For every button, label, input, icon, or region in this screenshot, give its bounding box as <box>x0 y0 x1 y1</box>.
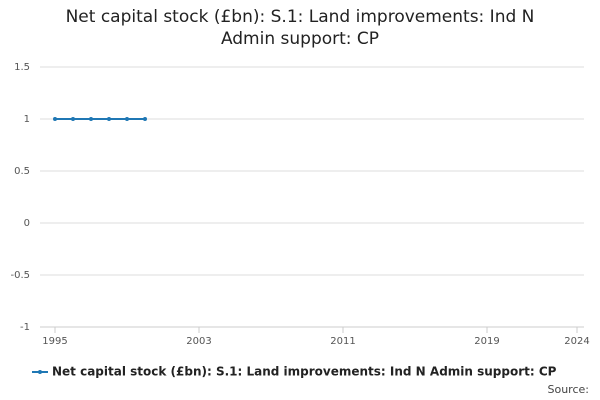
y-tick-label: 1 <box>24 114 30 125</box>
y-tick-label: 0.5 <box>14 166 30 177</box>
chart-title: Net capital stock (£bn): S.1: Land impro… <box>65 7 535 49</box>
legend-label: Net capital stock (£bn): S.1: Land impro… <box>52 365 557 379</box>
y-tick-label: -0.5 <box>10 270 30 281</box>
point <box>89 117 93 121</box>
point <box>107 117 111 121</box>
x-tick-label: 2003 <box>186 336 211 347</box>
source: Source: <box>548 383 590 396</box>
y-tick-label: -1 <box>20 322 30 333</box>
legend-swatch-dot <box>38 370 42 374</box>
point <box>53 117 57 121</box>
point <box>71 117 75 121</box>
point <box>143 117 147 121</box>
x-tick-label: 1995 <box>42 336 67 347</box>
y-tick-label: 0 <box>24 218 30 229</box>
y-tick-label: 1.5 <box>14 62 30 73</box>
x-tick-label: 2024 <box>564 336 589 347</box>
point <box>125 117 129 121</box>
x-tick-label: 2011 <box>330 336 355 347</box>
x-tick-label: 2019 <box>474 336 499 347</box>
